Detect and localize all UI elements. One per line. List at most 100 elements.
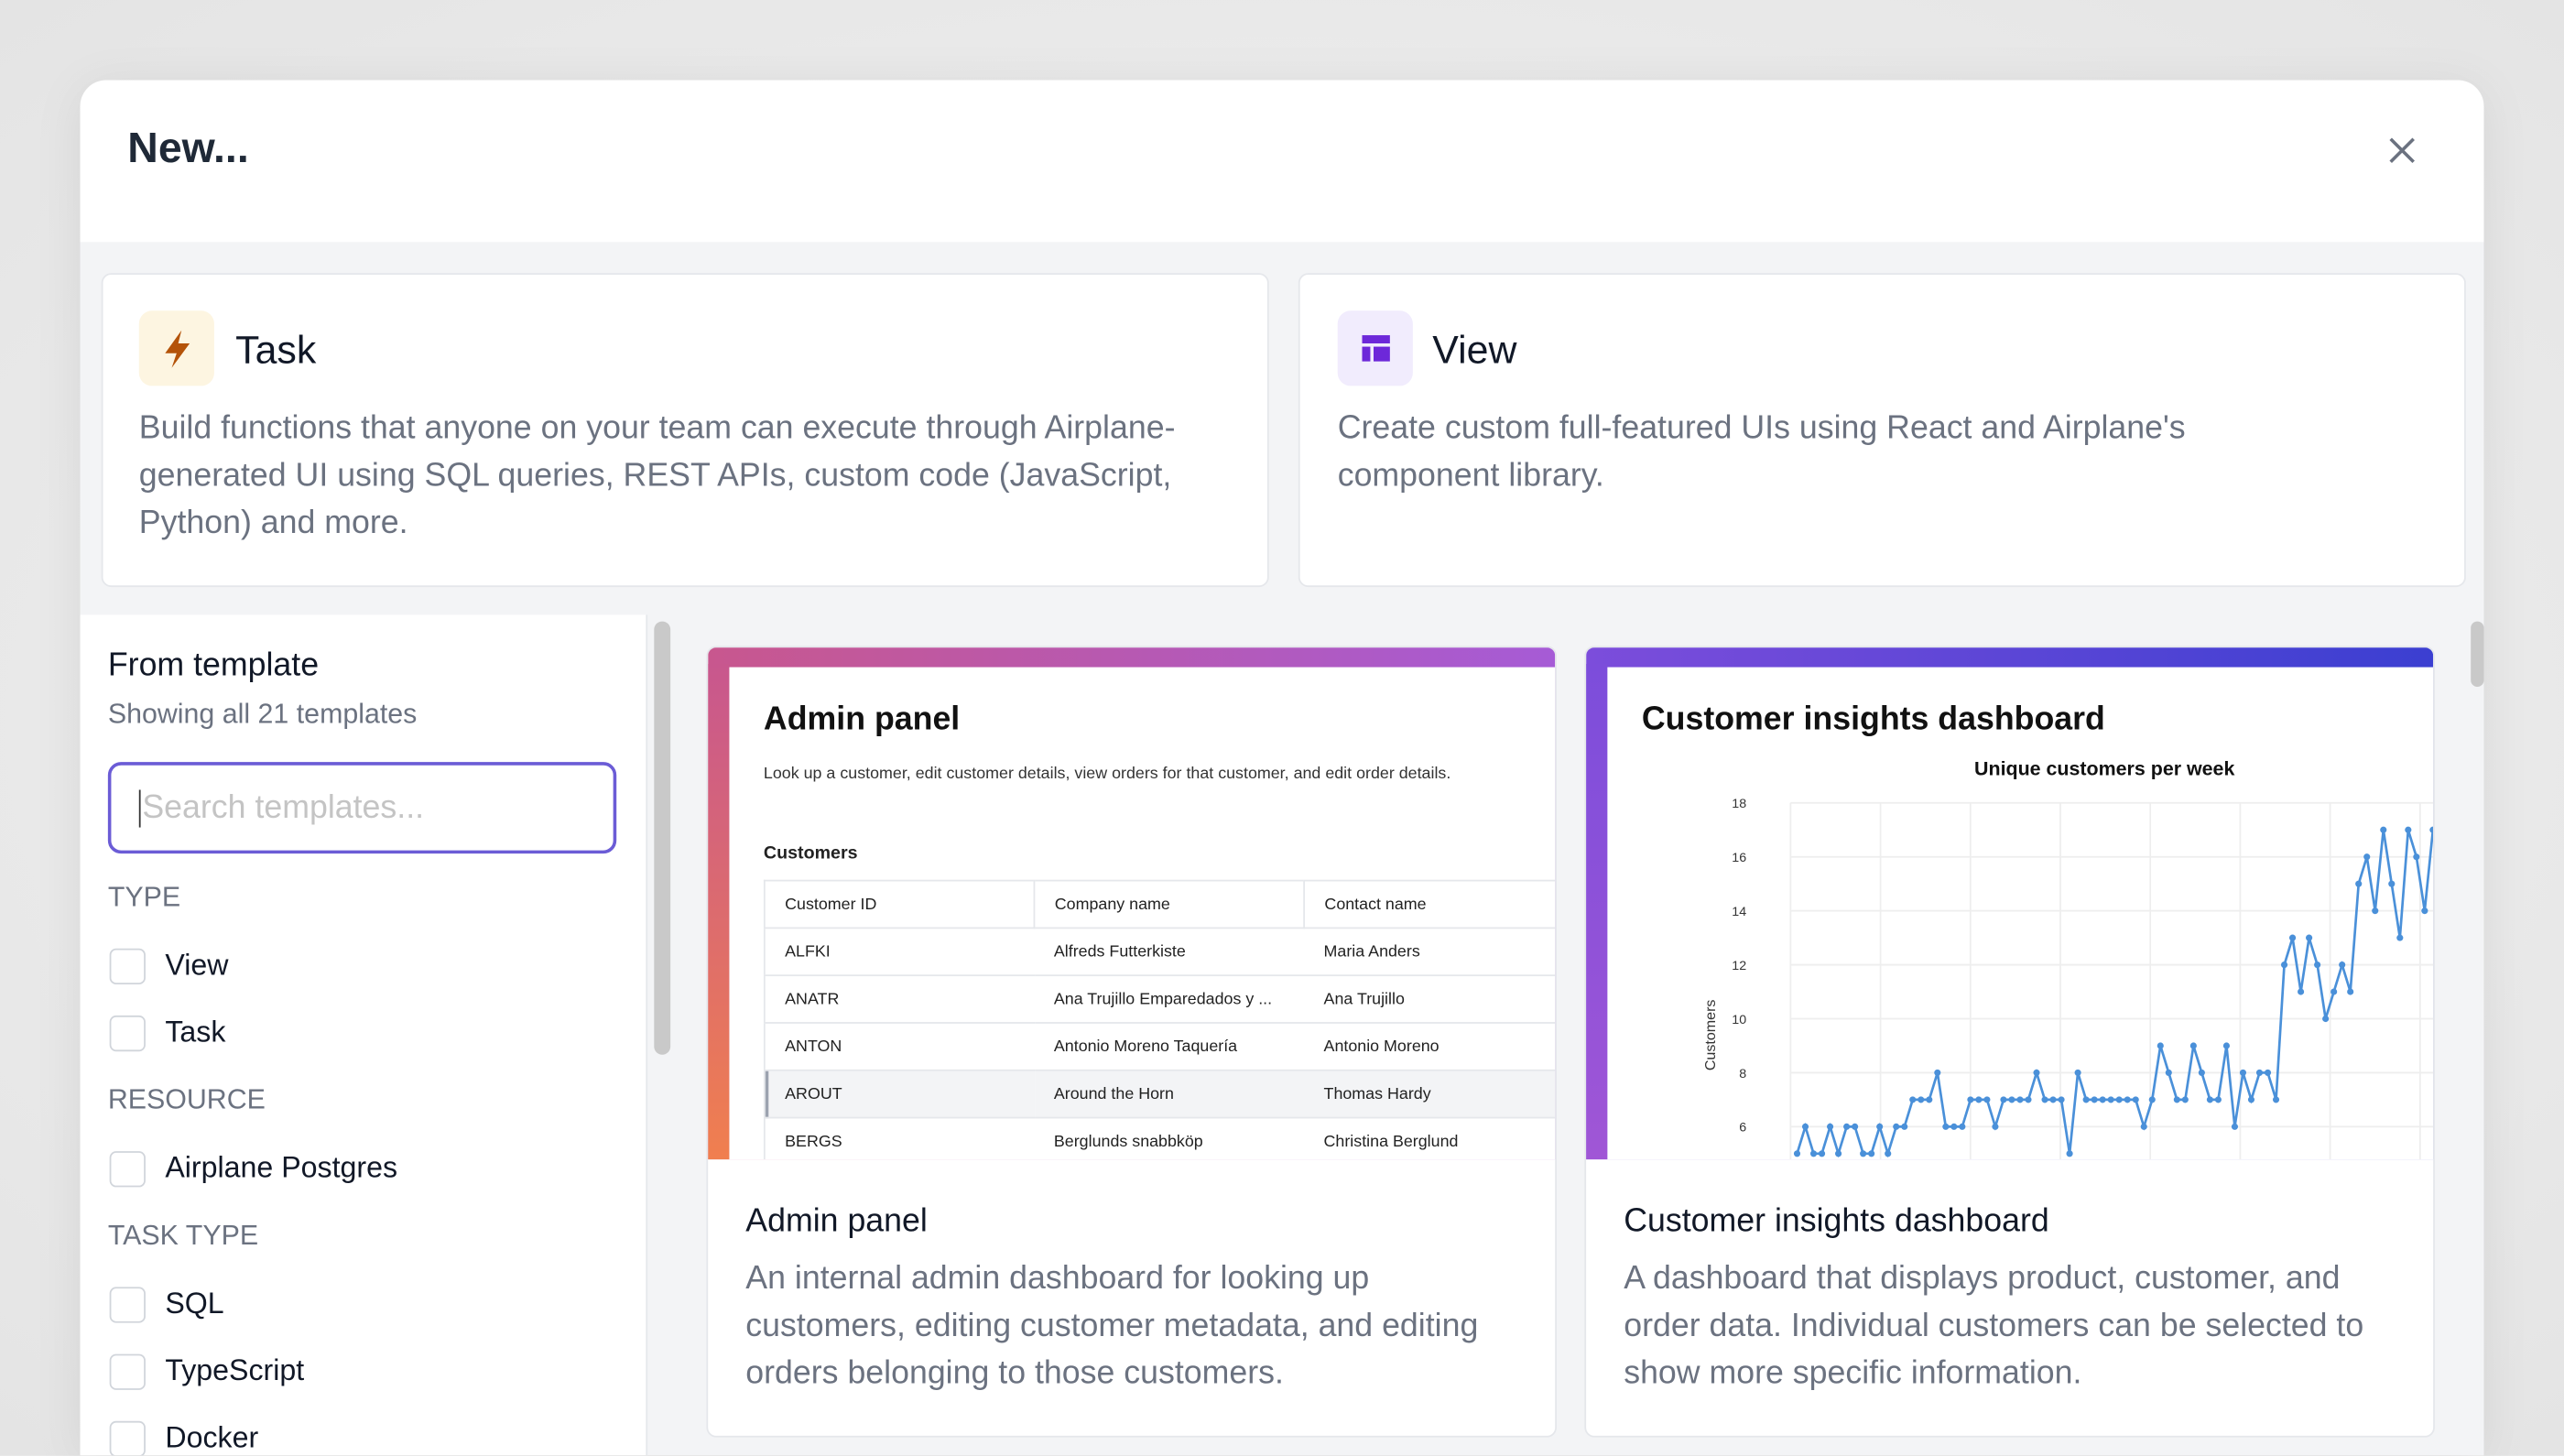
checkbox (109, 1286, 146, 1322)
checkbox (109, 947, 146, 984)
option-title: View (1432, 328, 1517, 374)
point (2405, 826, 2412, 833)
table-row: ANATR Ana Trujillo Emparedados y ... Ana T… (764, 975, 1556, 1024)
point (2255, 1069, 2264, 1076)
point (1809, 1150, 1818, 1157)
point (1852, 1123, 1859, 1130)
point (1801, 1123, 1809, 1130)
preview-border (708, 663, 730, 1160)
point (2347, 988, 2354, 995)
point (2008, 1096, 2015, 1103)
point (2372, 907, 2379, 915)
search-placeholder: Search templates... (138, 789, 424, 828)
table-cell: Berglunds snabbköp (1034, 1117, 1305, 1160)
point (2280, 961, 2288, 969)
point (2124, 1096, 2131, 1103)
column-header: Customer ID (764, 880, 1036, 929)
point (1950, 1123, 1958, 1130)
point (2339, 961, 2346, 969)
point (2074, 1069, 2081, 1076)
scrollbar[interactable] (2471, 621, 2484, 687)
table-row: BERGS Berglunds snabbköp Christina Berglun… (764, 1117, 1556, 1160)
point (1793, 1150, 1801, 1157)
point (2157, 1042, 2164, 1049)
table-cell: Antonio Moreno Taquería (1034, 1022, 1305, 1071)
filter-option[interactable]: Airplane Postgres (108, 1135, 599, 1201)
point (2066, 1150, 2073, 1157)
card-title: Admin panel (745, 1203, 928, 1240)
y-tick-label: 12 (1732, 959, 1746, 973)
point (2058, 1096, 2065, 1103)
template-card[interactable]: Admin panel Look up a customer, edit cus… (706, 646, 1557, 1438)
table-cell: ANTON (764, 1022, 1035, 1071)
filter-group-label: TASK TYPE (107, 1220, 259, 1252)
filter-option[interactable]: TypeScript (108, 1338, 599, 1405)
filter-option[interactable]: View (108, 932, 599, 999)
filter-option-label: View (165, 948, 229, 982)
mini-chart: Unique customers per week Customers 6 8 10 12… (1702, 757, 2434, 1160)
sidebar: From template Showing all 21 templates S… (80, 614, 648, 1456)
option-description: Build functions that anyone on your team… (138, 410, 1176, 542)
point (1942, 1123, 1950, 1130)
point (1901, 1123, 1908, 1130)
table-cell: Thomas Hardy (1304, 1070, 1556, 1119)
point (1826, 1123, 1834, 1130)
point (2288, 934, 2297, 941)
point (1926, 1096, 1933, 1103)
modal-title: New... (127, 122, 249, 172)
point (2115, 1096, 2123, 1103)
point (2016, 1096, 2024, 1103)
point (2189, 1042, 2197, 1049)
point (2222, 1042, 2230, 1049)
template-card[interactable]: Customer insights dashboard Unique custo… (1584, 646, 2435, 1438)
table-row: ANTON Antonio Moreno Taquería Antonio More… (764, 1022, 1556, 1071)
point (2140, 1123, 2147, 1130)
filter-option[interactable]: SQL (108, 1270, 599, 1337)
y-tick-label: 6 (1739, 1121, 1746, 1135)
point (2214, 1096, 2222, 1103)
task-icon (138, 310, 214, 386)
close-button[interactable] (2387, 136, 2417, 165)
point (2306, 934, 2313, 941)
point (2429, 826, 2434, 833)
table-cell: Antonio Moreno (1304, 1022, 1556, 1071)
point (1843, 1123, 1851, 1130)
table-header: Customer ID Company name Contact name (764, 880, 1556, 929)
filter-option[interactable]: Docker (108, 1405, 599, 1456)
sidebar-title: From template (107, 647, 320, 684)
view-option[interactable]: View Create custom full-featured UIs usi… (1298, 273, 2466, 588)
y-tick-label: 8 (1739, 1067, 1746, 1081)
point (1934, 1069, 1941, 1076)
preview-table: Customer ID Company name Contact name ALFKI… (763, 879, 1556, 1160)
filter-option[interactable]: Task (108, 999, 599, 1066)
preview-title: Admin panel (763, 701, 961, 738)
point (1909, 1096, 1917, 1103)
point (2330, 988, 2338, 995)
scrollbar[interactable] (654, 621, 671, 1055)
point (2041, 1096, 2048, 1103)
point (1983, 1096, 1991, 1103)
point (2033, 1069, 2040, 1076)
y-axis-label: Customers (1702, 1000, 1719, 1071)
option-description: Create custom full-featured UIs using Re… (1337, 410, 2186, 494)
point (2132, 1096, 2139, 1103)
table-cell: Around the Horn (1034, 1070, 1305, 1119)
preview: Admin panel Look up a customer, edit cus… (729, 667, 1556, 1160)
point (2298, 988, 2305, 995)
preview-border (1586, 663, 1608, 1160)
point (2173, 1096, 2180, 1103)
task-option[interactable]: Task Build functions that anyone on your… (101, 273, 1269, 588)
point (2396, 934, 2404, 941)
filters: TYPE View Task RESOURCE Airplane Postgres TAS… (107, 864, 599, 1456)
point (2198, 1069, 2205, 1076)
option-title: Task (235, 328, 317, 374)
card-description: A dashboard that displays product, custo… (1624, 1260, 2364, 1392)
table-row: AROUT Around the Horn Thomas Hardy (764, 1070, 1556, 1119)
point (1975, 1096, 1983, 1103)
table-cell: Ana Trujillo (1304, 975, 1556, 1024)
sidebar-subtitle: Showing all 21 templates (107, 698, 418, 730)
table-cell: ANATR (764, 975, 1035, 1024)
search-input[interactable]: Search templates... (107, 762, 617, 854)
point (2247, 1096, 2255, 1103)
